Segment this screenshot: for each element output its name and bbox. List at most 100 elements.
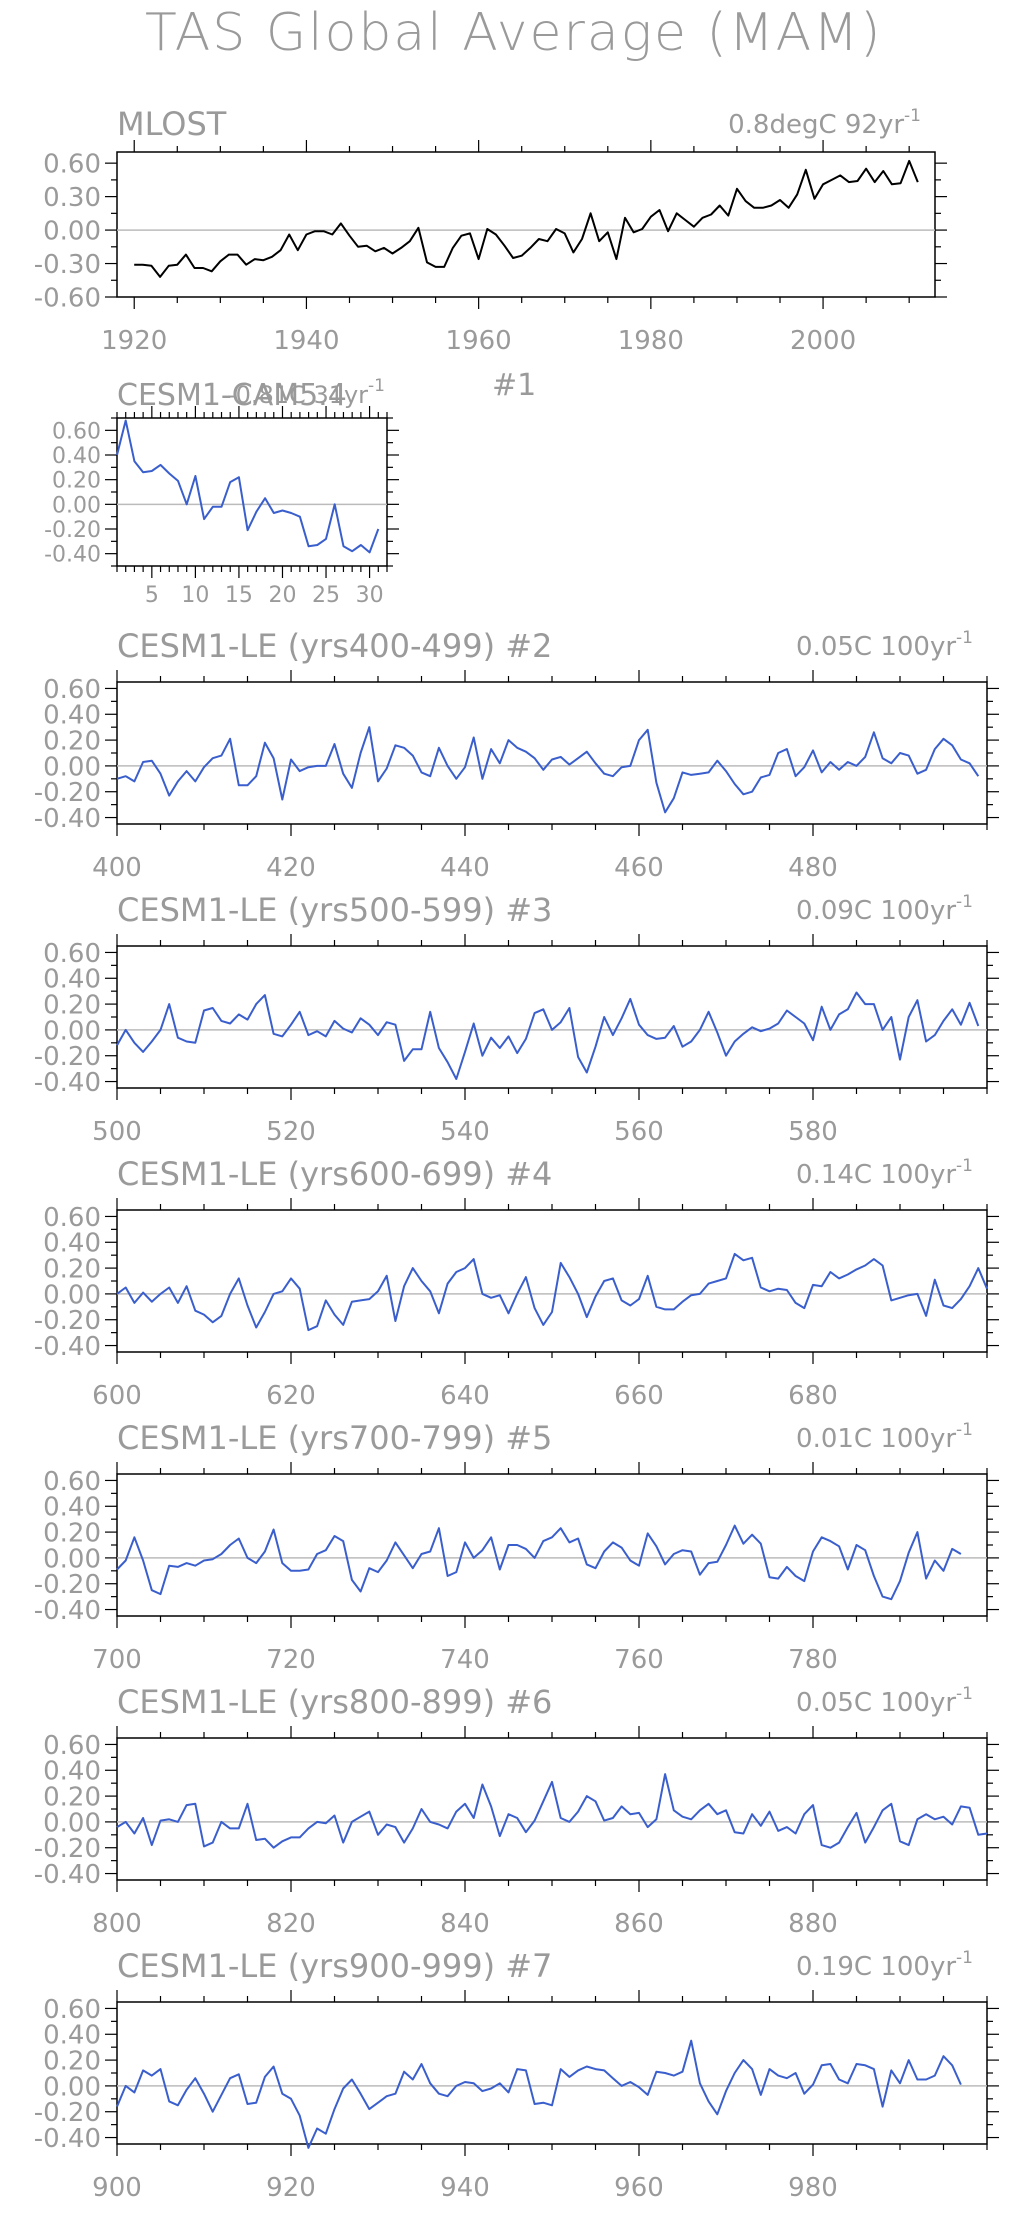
x-tick-label: 660 [614,1381,664,1411]
y-tick-label: 0.20 [52,469,101,494]
x-tick-label: 1960 [446,326,512,356]
trend-text: 0.09C 100yr [796,896,956,926]
x-tick-label: 820 [266,1909,316,1939]
trend-text: 0.8degC 92yr [728,110,904,140]
x-tick-label: 760 [614,1645,664,1675]
y-tick-label: 0.30 [43,183,101,213]
x-tick-label: 480 [788,853,838,883]
series-line [117,421,378,553]
panel-trend-label: 0.14C 100yr-1 [796,1156,973,1190]
panel-trend-label: 0.8degC 92yr-1 [728,106,921,140]
panel-center-title: #1 [492,368,536,403]
y-tick-label: -0.40 [34,1596,101,1626]
trend-superscript: -1 [956,1948,973,1968]
y-tick-label: -0.40 [34,1332,101,1362]
y-tick-label: -0.20 [44,518,101,543]
plot-frame [117,682,987,824]
plot-frame [117,2002,987,2144]
trend-superscript: -1 [956,1420,973,1440]
panel-trend-label: 0.05C 100yr-1 [796,1684,973,1718]
x-tick-label: 840 [440,1909,490,1939]
x-tick-label: 420 [266,853,316,883]
panel-2: CESM1-CAM5.4#1-0.81C 31yr-10.600.400.200… [44,368,536,608]
x-tick-label: 2000 [790,326,856,356]
x-tick-label: 600 [92,1381,142,1411]
x-tick-label: 580 [788,1117,838,1147]
x-tick-label: 15 [225,583,253,608]
series-line [117,1254,987,1330]
plot-frame [117,1738,987,1880]
trend-superscript: -1 [956,1684,973,1704]
x-tick-label: 10 [181,583,209,608]
series-line [134,161,918,277]
trend-superscript: -1 [368,376,385,396]
series-line [117,1526,961,1600]
panel-left-title: CESM1-LE (yrs900-999) #7 [117,1947,552,1985]
plot-frame [117,946,987,1088]
x-tick-label: 500 [92,1117,142,1147]
x-tick-label: 860 [614,1909,664,1939]
panel-left-title: CESM1-LE (yrs600-699) #4 [117,1155,552,1193]
x-tick-label: 30 [356,583,384,608]
trend-superscript: -1 [956,892,973,912]
x-tick-label: 540 [440,1117,490,1147]
y-tick-label: 0.00 [43,216,101,246]
x-tick-label: 640 [440,1381,490,1411]
trend-text: 0.01C 100yr [796,1424,956,1454]
plot-frame [117,152,935,297]
x-tick-label: 940 [440,2173,490,2203]
trend-text: 0.14C 100yr [796,1160,956,1190]
x-tick-label: 720 [266,1645,316,1675]
x-tick-label: 440 [440,853,490,883]
panel-trend-label: 0.19C 100yr-1 [796,1948,973,1982]
x-tick-label: 1940 [273,326,339,356]
trend-text: -0.81C 31yr [227,381,368,409]
series-line [117,727,978,812]
x-tick-label: 520 [266,1117,316,1147]
panel-trend-label: 0.01C 100yr-1 [796,1420,973,1454]
y-tick-label: -0.40 [44,543,101,568]
x-tick-label: 740 [440,1645,490,1675]
x-tick-label: 400 [92,853,142,883]
panel-left-title: CESM1-LE (yrs400-499) #2 [117,627,552,665]
x-tick-label: 620 [266,1381,316,1411]
panel-trend-label: 0.09C 100yr-1 [796,892,973,926]
y-tick-label: 0.40 [52,444,101,469]
x-tick-label: 960 [614,2173,664,2203]
x-tick-label: 680 [788,1381,838,1411]
trend-text: 0.19C 100yr [796,1952,956,1982]
trend-superscript: -1 [956,1156,973,1176]
panel-left-title: CESM1-LE (yrs800-899) #6 [117,1683,552,1721]
trend-text: 0.05C 100yr [796,632,956,662]
panel-left-title: MLOST [117,105,227,143]
series-line [117,2041,961,2148]
x-tick-label: 1980 [618,326,684,356]
x-tick-label: 460 [614,853,664,883]
plot-frame [117,418,387,566]
x-tick-label: 800 [92,1909,142,1939]
series-line [117,1774,987,1848]
figure-title: TAS Global Average (MAM) [145,3,882,63]
plot-frame [117,1210,987,1352]
series-line [117,993,978,1080]
y-tick-label: -0.40 [34,804,101,834]
panel-left-title: CESM1-LE (yrs500-599) #3 [117,891,552,929]
panel-left-title: CESM1-LE (yrs700-799) #5 [117,1419,552,1457]
y-tick-label: 0.00 [52,493,101,518]
trend-superscript: -1 [956,628,973,648]
x-tick-label: 1920 [101,326,167,356]
y-tick-label: 0.60 [52,419,101,444]
x-tick-label: 780 [788,1645,838,1675]
x-tick-label: 560 [614,1117,664,1147]
x-tick-label: 900 [92,2173,142,2203]
y-tick-label: 0.60 [43,150,101,180]
panel-trend-label: 0.05C 100yr-1 [796,628,973,662]
x-tick-label: 920 [266,2173,316,2203]
x-tick-label: 20 [268,583,296,608]
